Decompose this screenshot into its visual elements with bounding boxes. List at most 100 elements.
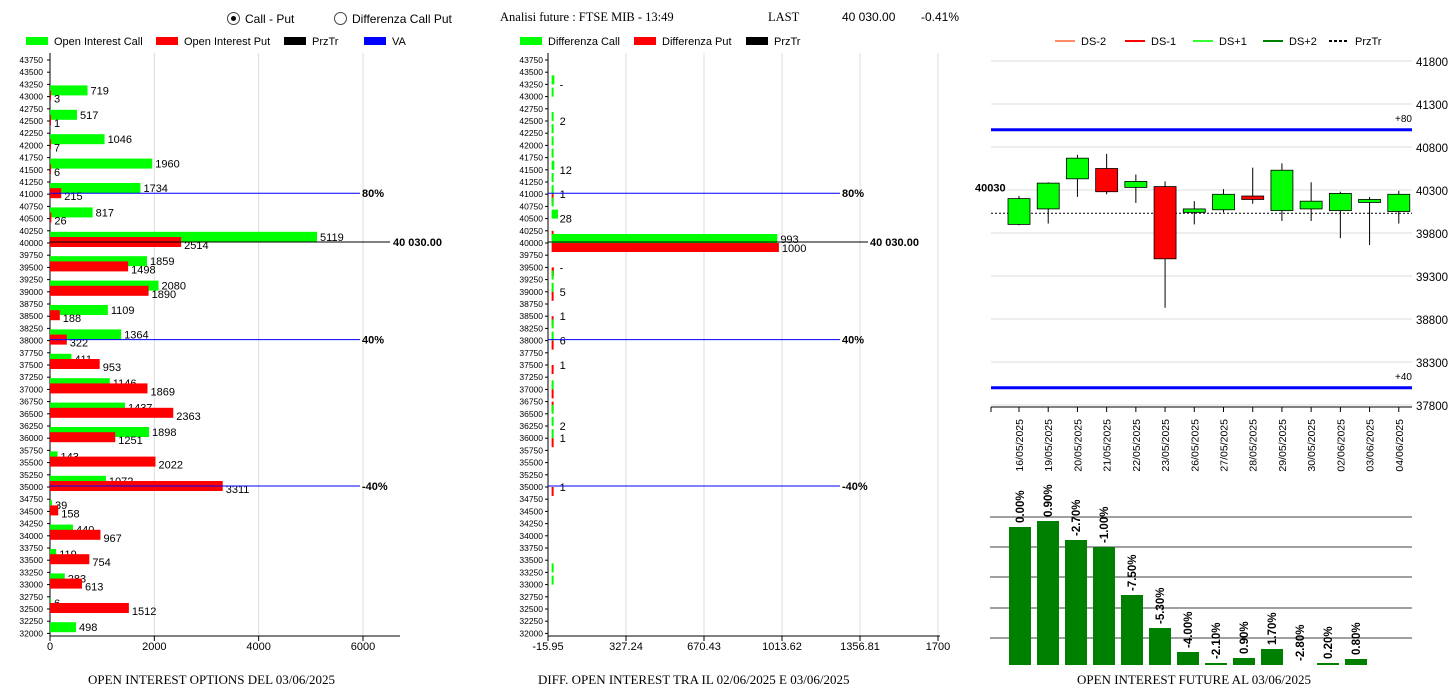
x-tick-label: -15.95 [532, 641, 563, 653]
candle-body [1153, 186, 1177, 260]
strike-label: 39750 [519, 250, 543, 260]
call-bar [50, 427, 150, 437]
put-value-label: 2363 [176, 411, 200, 423]
strike-label: 43500 [519, 67, 543, 77]
diff-value-label: 1 [560, 189, 566, 201]
diff-value-label: 1 [560, 311, 566, 323]
call-bar [50, 597, 51, 608]
call-bar [50, 183, 141, 193]
strike-label: 33000 [519, 580, 543, 590]
call-value-label: 719 [91, 85, 109, 97]
diff-value-label: - [560, 262, 564, 274]
date-label: 04/06/2025 [1394, 419, 1406, 472]
strike-label: 38250 [19, 323, 43, 333]
diff-call-bar [551, 575, 554, 585]
price-label: 40030 [975, 182, 1006, 194]
call-bar [50, 134, 105, 145]
date-label: 28/05/2025 [1248, 419, 1260, 472]
legend-label: DS-1 [1151, 36, 1176, 48]
put-bar [50, 163, 51, 174]
candle-body [1387, 193, 1411, 212]
radio-call-put[interactable]: Call - Put [227, 12, 294, 26]
call-bar [50, 353, 72, 364]
candle-body [1124, 180, 1148, 188]
strike-label: 41000 [19, 189, 43, 199]
strike-label: 35750 [19, 445, 43, 455]
strike-label: 35500 [19, 458, 43, 468]
diff-call-bar [551, 563, 554, 573]
diff-call-bar [551, 148, 554, 158]
candle-body [1036, 182, 1060, 210]
diff-call-bar [551, 185, 554, 195]
diff-call-bar [551, 160, 555, 170]
y-tick-label: 40300 [1416, 186, 1448, 198]
strike-label: 41000 [519, 189, 543, 199]
strike-label: 40500 [19, 214, 43, 224]
strike-label: 35000 [19, 482, 43, 492]
strike-label: 43750 [519, 55, 543, 65]
strike-label: 42500 [19, 116, 43, 126]
strike-label: 42500 [519, 116, 543, 126]
strike-label: 36750 [19, 397, 43, 407]
call-value-label: 5119 [320, 232, 344, 244]
diff-put-bar [551, 340, 554, 350]
diff-put-bar [551, 389, 554, 399]
change-value: -0.41% [921, 10, 960, 24]
put-bar [50, 212, 52, 223]
x-tick-label: 4000 [246, 641, 270, 653]
strike-label: 36750 [519, 397, 543, 407]
legend-swatch [364, 37, 386, 45]
diff-put-bar [551, 438, 554, 448]
call-bar [50, 475, 106, 486]
strike-label: 40000 [19, 238, 43, 248]
strike-label: 42750 [19, 104, 43, 114]
strike-label: 32750 [19, 592, 43, 602]
date-label: 03/06/2025 [1365, 419, 1377, 472]
oi-percent-label: -2.10% [1211, 623, 1223, 659]
x-tick-label: 1356.81 [840, 641, 880, 653]
strike-label: 40750 [519, 201, 543, 211]
strike-label: 33250 [19, 567, 43, 577]
strike-label: 41750 [519, 153, 543, 163]
put-value-label: 613 [85, 582, 103, 594]
legend-swatch [26, 37, 48, 45]
level-label: 40 030.00 [393, 237, 442, 249]
call-bar [50, 280, 159, 291]
strike-label: 33250 [519, 567, 543, 577]
candle-body [1007, 198, 1031, 225]
radio-diff[interactable]: Differenza Call Put [334, 12, 452, 26]
strike-label: 34250 [19, 519, 43, 529]
diff-put-label: 1000 [782, 243, 806, 255]
strike-label: 37500 [519, 360, 543, 370]
radio-unselected-icon[interactable] [334, 12, 347, 25]
strike-label: 35750 [519, 445, 543, 455]
legend-swatch [284, 37, 306, 45]
legend-label: PrzTr [1355, 36, 1382, 48]
strike-label: 40250 [519, 226, 543, 236]
date-label: 23/05/2025 [1160, 419, 1172, 472]
radio-selected-icon[interactable] [227, 12, 240, 25]
put-value-label: 1498 [131, 264, 155, 276]
date-label: 02/06/2025 [1335, 419, 1347, 472]
strike-label: 42250 [519, 128, 543, 138]
oi-percent-label: -4.00% [1183, 612, 1195, 648]
strike-label: 32250 [19, 616, 43, 626]
call-bar [50, 329, 122, 340]
put-value-label: 26 [54, 216, 66, 228]
strike-label: 32750 [519, 592, 543, 602]
strike-label: 40500 [519, 214, 543, 224]
x-tick-label: 1013.62 [762, 641, 802, 653]
candle-body [1358, 199, 1381, 203]
strike-label: 41500 [19, 165, 43, 175]
candle-body [1066, 157, 1089, 180]
oi-bar [1149, 628, 1171, 665]
call-bar [50, 256, 147, 267]
y-tick-label: 37800 [1416, 401, 1448, 413]
strike-label: 43750 [19, 55, 43, 65]
call-bar [50, 305, 108, 315]
date-label: 30/05/2025 [1306, 419, 1318, 472]
call-bar [50, 524, 73, 535]
diff-put-bar [551, 243, 779, 252]
put-bar [50, 505, 59, 516]
oi-bar [1037, 521, 1059, 665]
